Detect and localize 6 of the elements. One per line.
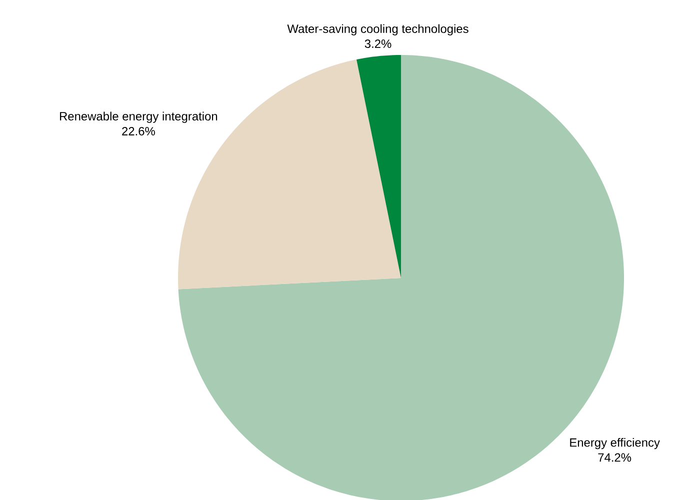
data-label: 74.2%	[598, 453, 632, 462]
slice-label: Water-saving cooling technologies	[287, 24, 468, 36]
data-label: 22.6%	[122, 126, 155, 136]
data-label: 3.2%	[364, 39, 392, 48]
slice-label: Renewable energy integration	[60, 112, 218, 123]
slice-label: Energy efficiency	[570, 438, 660, 450]
